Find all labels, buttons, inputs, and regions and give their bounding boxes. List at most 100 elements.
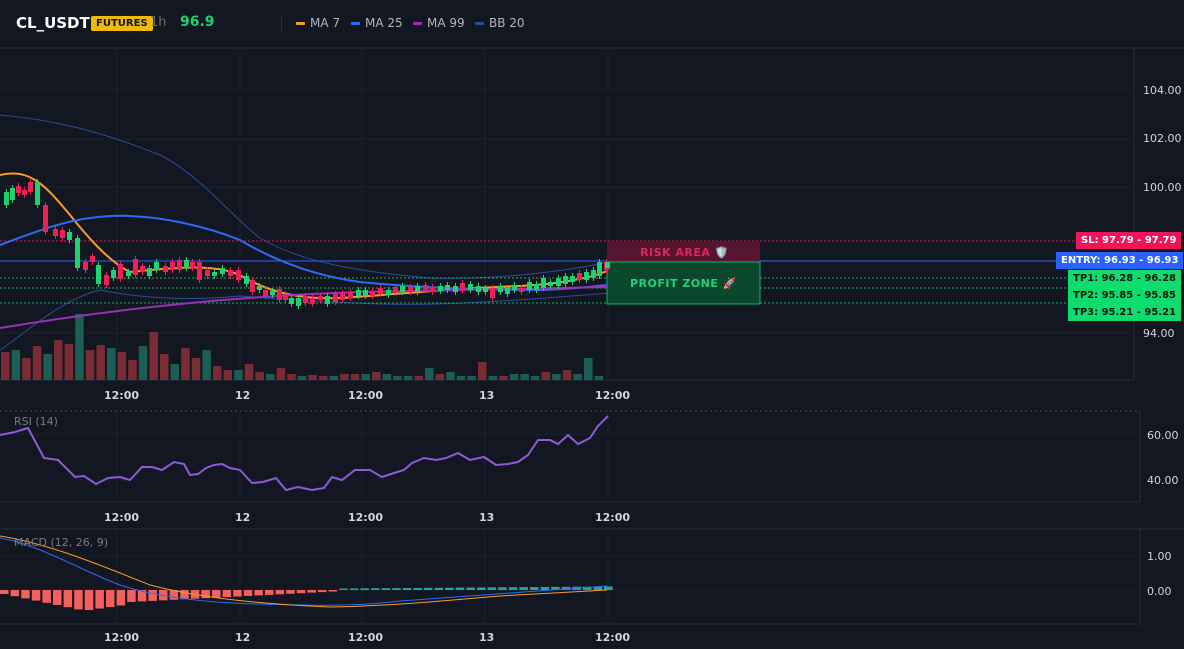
volume-bar [435, 374, 445, 380]
candle-body [563, 276, 568, 284]
candle-body [250, 280, 255, 292]
volume-bar [509, 374, 519, 380]
legend-ma99[interactable]: MA 99 [413, 16, 465, 30]
macd-histogram-bar [21, 590, 30, 599]
macd-histogram-bar [286, 590, 295, 594]
candle-body [228, 270, 233, 276]
time-tick-5: 12:00 [595, 389, 631, 402]
candle-body [541, 278, 546, 288]
macd-histogram-bar [201, 590, 210, 599]
candle-body [490, 288, 495, 298]
volume-bar [75, 314, 84, 380]
candle-body [415, 286, 420, 292]
candle-body [16, 186, 21, 193]
macd-histogram-bar [466, 587, 475, 590]
candle-body [147, 268, 152, 276]
macd-histogram-bar [31, 590, 41, 601]
volume-bar [43, 354, 52, 380]
volume-bar [297, 376, 307, 380]
candle-body [277, 289, 282, 300]
macd-histogram-bar [137, 590, 147, 602]
rsi-tick-60: 60.00 [1147, 429, 1179, 442]
time-tick-4: 13 [479, 389, 495, 402]
candle-body [75, 238, 80, 268]
symbol-name[interactable]: CL_USDT [16, 14, 90, 32]
time-tick-3: 12:00 [348, 389, 384, 402]
candle-body [263, 290, 268, 296]
candle-body [212, 272, 217, 276]
candle-body [303, 296, 308, 303]
candle-body [310, 298, 315, 304]
macd-histogram-bar [243, 590, 253, 596]
volume-bar [308, 375, 317, 380]
candle-body [476, 286, 481, 292]
volume-bar [11, 350, 21, 380]
macd-histogram-bar [413, 587, 422, 590]
ma7-line [0, 172, 608, 300]
volume-bar [329, 376, 339, 380]
macd-histogram-bar [84, 590, 94, 610]
candle-body [348, 292, 353, 298]
legend-ma25[interactable]: MA 25 [351, 16, 403, 30]
macd-histogram-bar [593, 586, 603, 590]
volume-bar [160, 354, 169, 380]
candle-body [163, 266, 168, 272]
candlesticks [4, 179, 610, 309]
macd-histogram-bar [583, 586, 592, 590]
legend-ma7[interactable]: MA 7 [296, 16, 340, 30]
volume-bar [244, 364, 254, 380]
candle-body [104, 275, 109, 285]
rsi-title: RSI (14) [14, 415, 58, 428]
price-tick-100: 100.00 [1143, 181, 1182, 194]
macd-time-tick-3: 12:00 [348, 631, 384, 644]
macd-histogram-bar [63, 590, 73, 608]
macd-tick-0: 0.00 [1147, 585, 1172, 598]
volume-bar [149, 332, 158, 380]
macd-histogram-bar [180, 590, 189, 600]
candle-body [460, 283, 465, 290]
candle-body [438, 286, 443, 291]
macd-histogram-bar [402, 588, 412, 590]
macd-histogram-bar [148, 590, 157, 601]
candle-body [220, 268, 225, 274]
macd-histogram-bar [424, 587, 433, 590]
candle-body [340, 293, 345, 300]
macd-time-tick-2: 12 [235, 631, 251, 644]
volume-bar [319, 376, 328, 380]
profit-zone [606, 261, 761, 305]
macd-histogram-bar [339, 588, 348, 590]
macd-histogram-bar [106, 590, 115, 607]
candle-body [430, 287, 435, 292]
candle-body [483, 288, 488, 292]
candle-body [498, 286, 503, 292]
legend-ma99-label: MA 99 [427, 16, 465, 30]
candle-body [289, 298, 294, 304]
profit-zone-label: PROFIT ZONE 🚀 [630, 277, 737, 290]
price-tick-102: 102.00 [1143, 132, 1182, 145]
candle-body [4, 192, 9, 205]
macd-histogram-bar [551, 586, 560, 590]
candle-body [408, 287, 413, 292]
macd-histogram-bar [328, 590, 338, 592]
volume-bar [54, 340, 63, 380]
candle-body [296, 298, 301, 306]
macd-histogram-bar [169, 590, 179, 600]
volume-bar [552, 374, 561, 380]
candle-body [400, 286, 405, 292]
candle-body [468, 284, 473, 290]
macd-histogram-bar [116, 590, 126, 606]
candle-body [318, 296, 323, 300]
candle-body [60, 230, 65, 238]
candle-body [205, 270, 210, 276]
volume-bar [446, 372, 455, 380]
volume-bar [531, 376, 540, 380]
volume-bar [467, 376, 476, 380]
macd-time-tick-4: 13 [479, 631, 495, 644]
interval-label[interactable]: 1h [150, 15, 167, 30]
macd-histogram-bar [530, 587, 539, 590]
legend-bb20[interactable]: BB 20 [475, 16, 525, 30]
candle-body [453, 286, 458, 292]
macd-histogram-bar [275, 590, 285, 595]
